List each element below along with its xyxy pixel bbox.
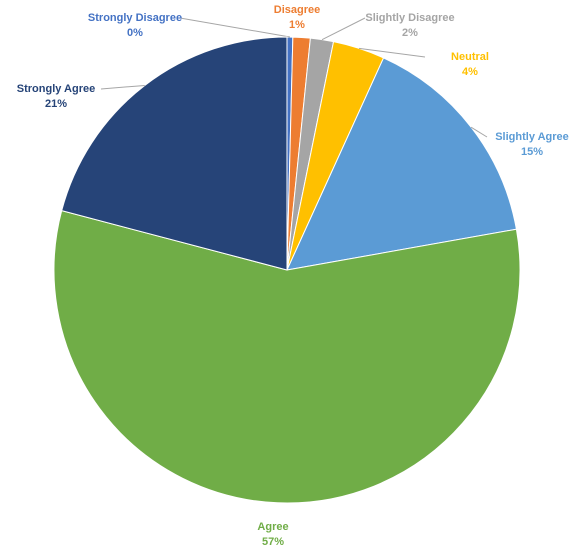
data-label-value: 57% [262, 536, 284, 548]
data-label-value: 1% [289, 19, 305, 31]
data-label-name: Disagree [274, 4, 320, 16]
data-label-name: Strongly Disagree [88, 12, 182, 24]
data-label-value: 21% [45, 98, 67, 110]
data-label-name: Neutral [451, 51, 489, 63]
leader-line [470, 126, 488, 138]
leader-line [358, 47, 426, 58]
data-label-value: 15% [521, 146, 543, 158]
data-label-name: Agree [257, 521, 288, 533]
data-label-name: Slightly Disagree [365, 12, 454, 24]
data-label-name: Strongly Agree [17, 83, 95, 95]
pie-slice [61, 36, 288, 271]
data-label-value: 4% [462, 66, 478, 78]
data-label-value: 0% [127, 27, 143, 39]
leader-line [100, 84, 145, 90]
pie-slice [53, 210, 521, 504]
leader-line [321, 17, 366, 41]
data-label-name: Slightly Agree [495, 131, 569, 143]
data-label-value: 2% [402, 27, 418, 39]
leader-line [179, 17, 291, 38]
